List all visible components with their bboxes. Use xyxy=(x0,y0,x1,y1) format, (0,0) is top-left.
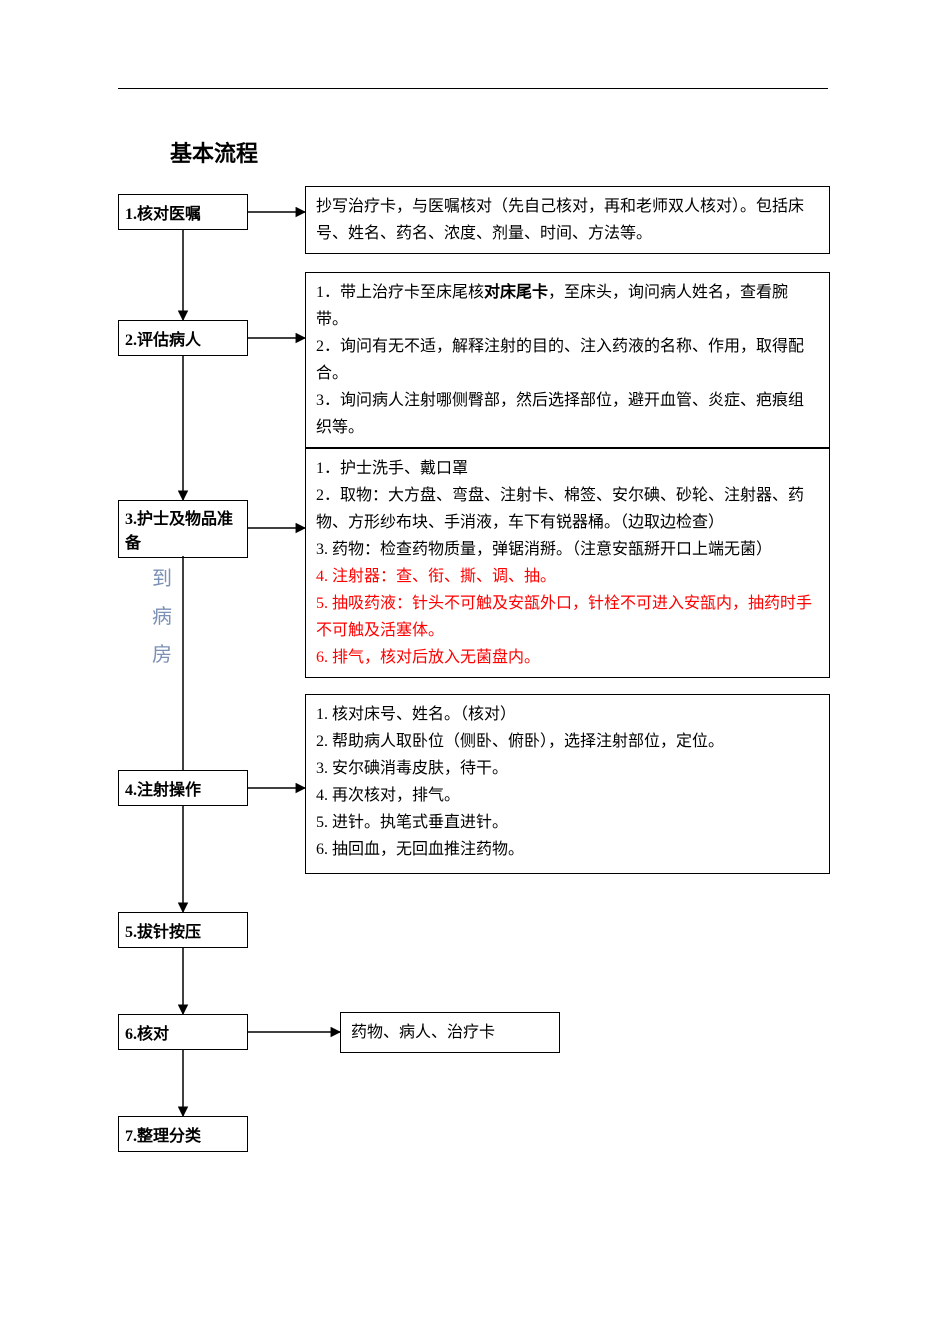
desc-line: 6. 抽回血，无回血推注药物。 xyxy=(316,836,819,863)
desc-line: 5. 抽吸药液：针头不可触及安瓿外口，针栓不可进入安瓿内，抽药时手不可触及活塞体… xyxy=(316,590,819,644)
desc-line: 5. 进针。执笔式垂直进针。 xyxy=(316,809,819,836)
step-2-box: 2.评估病人 xyxy=(118,320,248,356)
step-3-box: 3.护士及物品准备 xyxy=(118,500,248,558)
desc-line: 2. 帮助病人取卧位（侧卧、俯卧），选择注射部位，定位。 xyxy=(316,728,819,755)
desc-1-box: 抄写治疗卡，与医嘱核对（先自己核对，再和老师双人核对）。包括床号、姓名、药名、浓… xyxy=(305,186,830,254)
vlabel-char-2: 病 xyxy=(152,598,172,636)
desc-line: 1. 核对床号、姓名。（核对） xyxy=(316,701,819,728)
desc-2-box: 1．带上治疗卡至床尾核对床尾卡，至床头，询问病人姓名，查看腕带。2．询问有无不适… xyxy=(305,272,830,448)
desc-line: 抄写治疗卡，与医嘱核对（先自己核对，再和老师双人核对）。包括床号、姓名、药名、浓… xyxy=(316,193,819,247)
step-6-label: 6.核对 xyxy=(125,1020,169,1044)
step-5-box: 5.拔针按压 xyxy=(118,912,248,948)
vertical-label-to-ward: 到 病 房 xyxy=(152,560,172,674)
vlabel-char-3: 房 xyxy=(152,636,172,674)
step-4-box: 4.注射操作 xyxy=(118,770,248,806)
desc-line: 3．询问病人注射哪侧臀部，然后选择部位，避开血管、炎症、疤痕组织等。 xyxy=(316,387,819,441)
desc-line: 6. 排气，核对后放入无菌盘内。 xyxy=(316,644,819,671)
step-3-label: 3.护士及物品准备 xyxy=(125,505,241,553)
step-2-label: 2.评估病人 xyxy=(125,326,201,350)
step-5-label: 5.拔针按压 xyxy=(125,918,201,942)
top-rule xyxy=(118,88,828,89)
step-4-label: 4.注射操作 xyxy=(125,776,201,800)
page-title: 基本流程 xyxy=(170,136,258,168)
desc-6-box: 药物、病人、治疗卡 xyxy=(340,1012,560,1053)
desc-line: 药物、病人、治疗卡 xyxy=(351,1019,549,1046)
desc-line: 1．带上治疗卡至床尾核对床尾卡，至床头，询问病人姓名，查看腕带。 xyxy=(316,279,819,333)
desc-line: 4. 注射器：查、衔、撕、调、抽。 xyxy=(316,563,819,590)
desc-line: 4. 再次核对，排气。 xyxy=(316,782,819,809)
step-6-box: 6.核对 xyxy=(118,1014,248,1050)
desc-line: 1．护士洗手、戴口罩 xyxy=(316,455,819,482)
step-1-label: 1.核对医嘱 xyxy=(125,200,201,224)
step-1-box: 1.核对医嘱 xyxy=(118,194,248,230)
desc-line: 2．取物：大方盘、弯盘、注射卡、棉签、安尔碘、砂轮、注射器、药物、方形纱布块、手… xyxy=(316,482,819,536)
step-7-label: 7.整理分类 xyxy=(125,1122,201,1146)
desc-line: 3. 安尔碘消毒皮肤，待干。 xyxy=(316,755,819,782)
vlabel-char-1: 到 xyxy=(152,560,172,598)
desc-line: 3. 药物：检查药物质量，弹锯消掰。（注意安瓿掰开口上端无菌） xyxy=(316,536,819,563)
desc-line: 2．询问有无不适，解释注射的目的、注入药液的名称、作用，取得配合。 xyxy=(316,333,819,387)
step-7-box: 7.整理分类 xyxy=(118,1116,248,1152)
desc-4-box: 1. 核对床号、姓名。（核对）2. 帮助病人取卧位（侧卧、俯卧），选择注射部位，… xyxy=(305,694,830,874)
desc-3-box: 1．护士洗手、戴口罩2．取物：大方盘、弯盘、注射卡、棉签、安尔碘、砂轮、注射器、… xyxy=(305,448,830,678)
